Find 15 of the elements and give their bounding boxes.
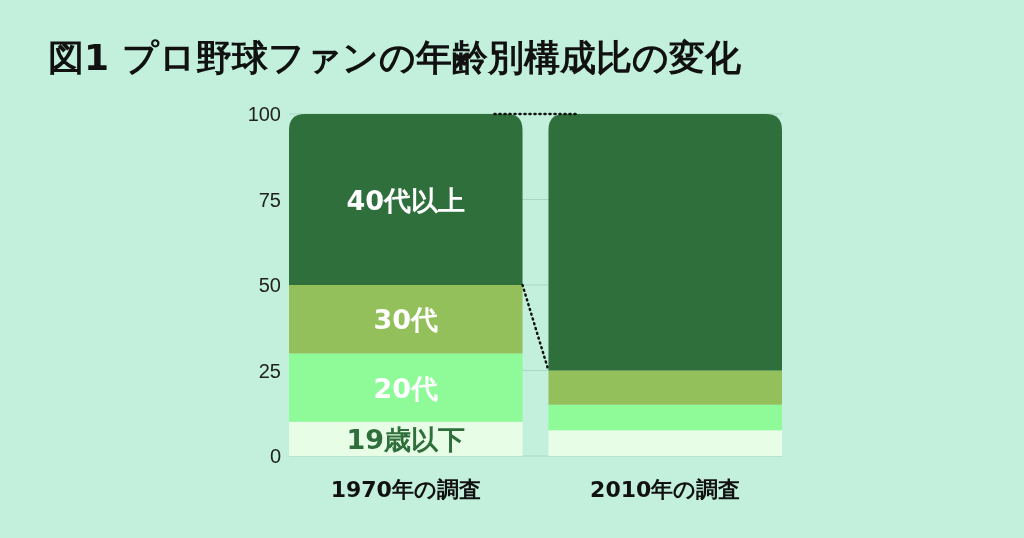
x-tick-label: 1970年の調査 [330, 477, 481, 502]
bar [289, 114, 523, 285]
y-tick-label: 0 [269, 445, 281, 467]
bar [289, 285, 523, 354]
y-tick-label: 100 [247, 103, 281, 125]
x-tick-label: 2010年の調査 [590, 477, 741, 502]
bar [548, 430, 782, 456]
bar [548, 370, 782, 405]
bar [548, 404, 782, 431]
bar [548, 114, 782, 371]
y-tick-label: 50 [258, 274, 281, 296]
y-tick-label: 75 [258, 188, 281, 211]
chart-title: 図1 プロ野球ファンの年齢別構成比の変化 [48, 37, 742, 78]
bar [289, 353, 523, 422]
y-tick-label: 25 [258, 359, 281, 382]
